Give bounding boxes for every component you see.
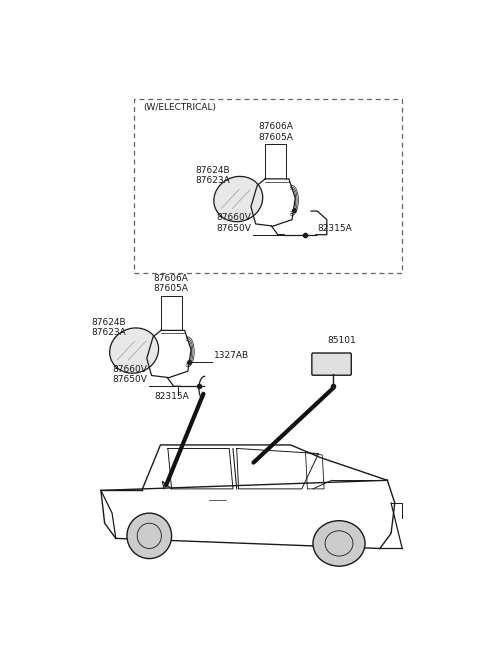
Text: 82315A: 82315A xyxy=(318,224,352,233)
Text: 87624B
87623A: 87624B 87623A xyxy=(92,318,126,337)
Ellipse shape xyxy=(313,521,365,566)
Text: 85101: 85101 xyxy=(328,337,357,346)
Text: 1327AB: 1327AB xyxy=(214,351,250,359)
FancyBboxPatch shape xyxy=(312,353,351,375)
Text: (W/ELECTRICAL): (W/ELECTRICAL) xyxy=(144,103,216,112)
Text: 87624B
87623A: 87624B 87623A xyxy=(196,166,230,186)
Ellipse shape xyxy=(109,328,158,373)
Text: 87660V
87650V: 87660V 87650V xyxy=(216,213,252,233)
Text: 87606A
87605A: 87606A 87605A xyxy=(154,274,189,293)
Ellipse shape xyxy=(127,513,172,559)
Ellipse shape xyxy=(214,176,263,222)
Text: 87660V
87650V: 87660V 87650V xyxy=(112,365,147,384)
Text: 87606A
87605A: 87606A 87605A xyxy=(258,123,293,142)
Text: 82315A: 82315A xyxy=(154,392,189,401)
